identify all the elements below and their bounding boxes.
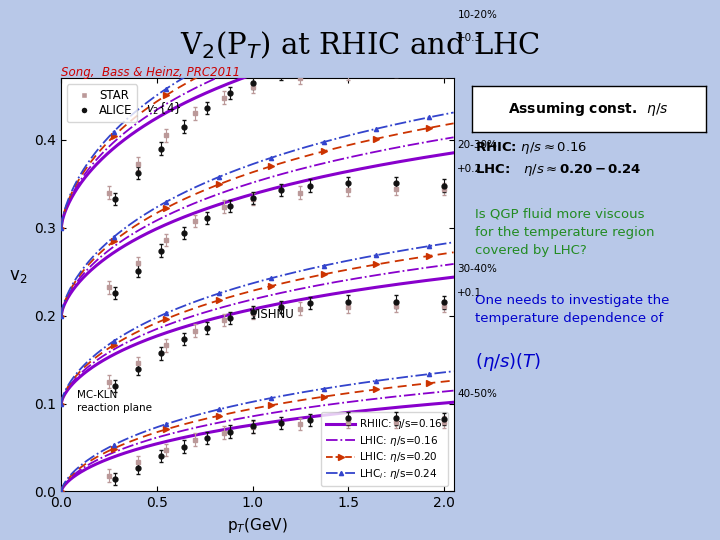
Text: Song,  Bass & Heinz, PRC2011: Song, Bass & Heinz, PRC2011 (61, 66, 240, 79)
Text: V$_2$(P$_T$) at RHIC and LHC: V$_2$(P$_T$) at RHIC and LHC (180, 30, 540, 62)
Text: MC-KLN
reaction plane: MC-KLN reaction plane (77, 390, 152, 414)
Text: Assuming const.  $\eta/s$: Assuming const. $\eta/s$ (508, 100, 669, 118)
Text: 40-50%: 40-50% (457, 389, 498, 399)
Text: $(\eta/s)(T)$: $(\eta/s)(T)$ (475, 351, 541, 373)
Legend: RHIIC: $\eta$/s=0.16, LHIC: $\eta$/s=0.16, LHIC: $\eta$/s=0.20, LHC$_i$: $\eta$/: RHIIC: $\eta$/s=0.16, LHIC: $\eta$/s=0.1… (321, 412, 449, 486)
Text: VISHNU: VISHNU (250, 308, 294, 321)
Text: $v_2\{4\}$: $v_2\{4\}$ (145, 101, 181, 117)
Y-axis label: v$_2$: v$_2$ (9, 267, 27, 285)
Text: 10-20%: 10-20% (457, 10, 498, 20)
Text: One needs to investigate the
temperature dependence of: One needs to investigate the temperature… (475, 294, 670, 325)
Text: LHC:   $\eta/s \approx \mathbf{0.20-0.24}$: LHC: $\eta/s \approx \mathbf{0.20-0.24}$ (475, 162, 642, 178)
Text: RHIC: $\eta/s \approx 0.16$: RHIC: $\eta/s \approx 0.16$ (475, 140, 588, 157)
Text: +0.3: +0.3 (457, 33, 482, 44)
Text: 30-40%: 30-40% (457, 264, 498, 274)
Text: Is QGP fluid more viscous
for the temperature region
covered by LHC?: Is QGP fluid more viscous for the temper… (475, 208, 654, 257)
Text: +0.1: +0.1 (457, 288, 482, 298)
Text: 20-30%: 20-30% (457, 140, 498, 150)
Text: +0.2: +0.2 (457, 164, 482, 174)
X-axis label: p$_T$(GeV): p$_T$(GeV) (227, 516, 288, 535)
